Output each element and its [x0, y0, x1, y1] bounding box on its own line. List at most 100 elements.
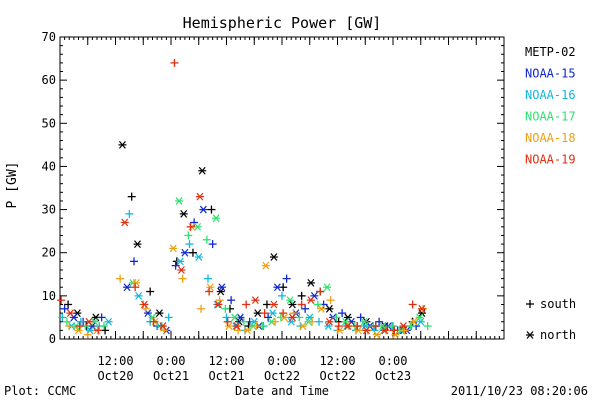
- data-point-south: [131, 283, 140, 292]
- data-points: [57, 58, 432, 339]
- data-point-south: [260, 309, 269, 318]
- data-point-north: [195, 192, 204, 201]
- data-point-north: [206, 283, 215, 292]
- series-noaa-17: [62, 197, 432, 335]
- data-point-north: [66, 309, 75, 318]
- data-point-south: [184, 231, 193, 240]
- data-point-south: [64, 300, 73, 309]
- data-point-south: [178, 274, 187, 283]
- legend-entry: NOAA-16: [525, 88, 576, 102]
- data-point-north: [399, 322, 408, 330]
- data-point-south: [242, 300, 251, 309]
- data-point-south: [208, 240, 217, 249]
- data-point-south: [227, 296, 236, 305]
- data-point-north: [286, 296, 295, 305]
- data-point-south: [297, 300, 306, 309]
- data-point-north: [417, 304, 426, 313]
- legend-entry: NOAA-17: [525, 110, 576, 124]
- data-point-north: [199, 205, 208, 214]
- data-point-south: [271, 317, 280, 326]
- chart-title: Hemispheric Power [GW]: [183, 14, 382, 32]
- data-point-south: [58, 313, 67, 322]
- data-point-south: [390, 326, 399, 335]
- data-point-north: [104, 317, 113, 326]
- data-point-north: [84, 317, 93, 326]
- data-point-north: [232, 322, 241, 330]
- data-point-north: [243, 326, 252, 335]
- marker-legend: south north: [526, 297, 576, 342]
- data-point-north: [416, 317, 425, 326]
- legend-north-symbol: [526, 331, 534, 339]
- x-tick-date-label: Oct21: [208, 369, 244, 383]
- data-point-north: [217, 283, 226, 292]
- data-point-north: [360, 317, 369, 326]
- series-noaa-15: [60, 205, 421, 335]
- data-point-north: [194, 253, 203, 261]
- data-point-north: [216, 287, 225, 296]
- data-point-south: [239, 317, 248, 326]
- data-point-north: [269, 253, 278, 261]
- data-point-south: [221, 304, 230, 313]
- data-point-south: [334, 322, 343, 331]
- data-point-north: [180, 248, 189, 257]
- y-tick-label: 60: [42, 73, 56, 87]
- series-metp-02: [64, 140, 426, 335]
- data-point-north: [380, 326, 389, 335]
- x-tick-time-label: 12:00: [208, 354, 244, 368]
- y-tick-label: 40: [42, 159, 56, 173]
- data-point-south: [353, 322, 362, 331]
- legend-entry: NOAA-15: [525, 67, 576, 81]
- legend-entry: NOAA-18: [525, 131, 576, 145]
- data-point-south: [295, 313, 304, 322]
- data-point-south: [356, 313, 365, 322]
- data-point-south: [75, 322, 84, 331]
- data-point-south: [76, 317, 85, 326]
- data-point-north: [288, 313, 297, 322]
- data-point-south: [65, 322, 74, 331]
- data-point-south: [164, 313, 173, 322]
- data-point-south: [371, 322, 380, 331]
- data-point-south: [332, 313, 341, 322]
- y-axis: 0 10 20 30 40 50 60 70: [42, 30, 504, 346]
- data-point-south: [297, 291, 306, 300]
- data-point-south: [252, 322, 261, 331]
- data-point-north: [253, 309, 262, 318]
- data-point-south: [116, 274, 125, 283]
- data-point-north: [378, 322, 387, 330]
- data-point-north: [273, 283, 282, 292]
- data-point-north: [261, 261, 270, 270]
- data-point-north: [288, 300, 297, 309]
- data-point-south: [171, 261, 180, 270]
- data-point-south: [57, 296, 66, 305]
- data-point-north: [134, 291, 143, 300]
- y-tick-label: 50: [42, 116, 56, 130]
- data-point-north: [169, 244, 178, 253]
- data-point-south: [282, 274, 291, 283]
- data-point-north: [269, 300, 278, 309]
- legend-entry: NOAA-19: [525, 153, 576, 167]
- x-tick-date-label: Oct23: [375, 369, 411, 383]
- data-point-south: [387, 322, 396, 331]
- data-point-north: [224, 322, 233, 330]
- data-point-north: [212, 214, 221, 223]
- data-point-north: [120, 218, 129, 227]
- data-point-south: [99, 322, 108, 331]
- data-point-north: [268, 309, 277, 318]
- data-point-south: [97, 313, 106, 322]
- x-tick-date-label: Oct20: [97, 369, 133, 383]
- data-point-south: [262, 300, 271, 309]
- data-point-north: [409, 317, 418, 326]
- data-point-north: [230, 313, 239, 322]
- x-tick-time-label: 0:00: [268, 354, 297, 368]
- data-point-north: [354, 326, 363, 335]
- data-point-south: [370, 326, 379, 335]
- y-tick-label: 70: [42, 30, 56, 44]
- y-tick-label: 30: [42, 203, 56, 217]
- data-point-south: [83, 330, 92, 339]
- data-point-south: [188, 248, 197, 257]
- data-point-north: [372, 330, 381, 339]
- data-point-south: [149, 317, 158, 326]
- data-point-south: [279, 309, 288, 318]
- plot-timestamp: 2011/10/23 08:20:06: [451, 384, 588, 398]
